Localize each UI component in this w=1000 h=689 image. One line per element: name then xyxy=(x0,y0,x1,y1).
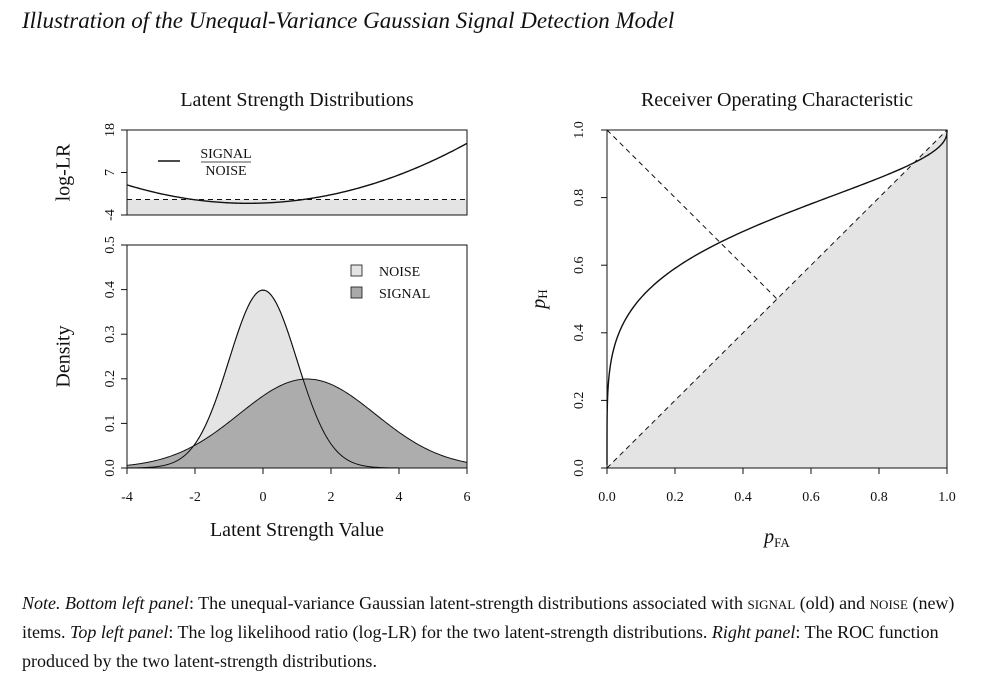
density-y-tick-label-4: 0.4 xyxy=(103,281,118,299)
loglr-y-tick-label-1: 7 xyxy=(103,169,118,176)
roc-x-tick-label-2: 0.4 xyxy=(734,490,752,505)
roc-x-tick-label-5: 1.0 xyxy=(938,490,956,505)
roc-y-axis-title-sub: H xyxy=(535,289,550,298)
density-legend-label-signal: SIGNAL xyxy=(379,287,430,302)
loglr-y-tick-label-2: 18 xyxy=(103,123,118,137)
note-bottom-left-label: Bottom left panel xyxy=(65,593,189,613)
roc-chance-diagonal xyxy=(606,129,948,469)
roc-y-tick-label-1: 0.2 xyxy=(572,392,587,410)
roc-minor-diagonal xyxy=(606,129,778,300)
note-top-left-label: Top left panel xyxy=(70,622,169,642)
density-x-tick-label-4: 4 xyxy=(396,490,403,505)
roc-x-axis-title-main: p xyxy=(762,526,774,548)
roc-x-tick-label-4: 0.8 xyxy=(870,490,888,505)
density-legend-label-noise: NOISE xyxy=(379,265,420,280)
roc-y-tick-label-0: 0.0 xyxy=(572,459,587,477)
density-x-tick-label-2: 0 xyxy=(260,490,267,505)
density-y-tick-label-5: 0.5 xyxy=(103,236,118,254)
roc-x-tick-label-0: 0.0 xyxy=(598,490,616,505)
density-y-axis-title: Density xyxy=(53,325,75,387)
figure-note: Note. Bottom left panel: The unequal-var… xyxy=(22,589,997,676)
note-signal-word: signal xyxy=(747,593,796,613)
loglr-y-axis-title: log-LR xyxy=(53,143,75,201)
note-noise-word: noise xyxy=(869,593,908,613)
roc-x-tick-label-3: 0.6 xyxy=(802,490,820,505)
note-top-left-text: : The log likelihood ratio (log-LR) for … xyxy=(168,622,712,642)
loglr-y-tick-label-0: -4 xyxy=(103,209,118,221)
loglr-curve xyxy=(126,142,468,205)
roc-x-axis-title-sub: FA xyxy=(774,535,790,550)
note-bottom-left-text-1: : The unequal-variance Gaussian latent-s… xyxy=(188,593,748,613)
roc-y-axis-title-main: p xyxy=(528,299,550,311)
loglr-shaded-region xyxy=(127,199,467,215)
signal-density-area xyxy=(126,378,468,469)
roc-y-tick-label-4: 0.8 xyxy=(572,189,587,207)
right-panel-title: Receiver Operating Characteristic xyxy=(641,89,913,111)
roc-y-tick-label-5: 1.0 xyxy=(572,121,587,139)
left-panel-title: Latent Strength Distributions xyxy=(180,89,414,111)
density-y-tick-label-0: 0.0 xyxy=(103,459,118,477)
note-bottom-left-text-3: (new) items. xyxy=(22,593,955,642)
roc-x-tick-label-1: 0.2 xyxy=(666,490,684,505)
roc-y-tick-label-2: 0.4 xyxy=(572,324,587,342)
density-x-tick-label-0: -4 xyxy=(121,490,133,505)
roc-frame xyxy=(606,129,948,469)
roc-x-axis-title: pFA xyxy=(762,526,790,550)
loglr-legend-noise: NOISE xyxy=(205,164,246,179)
density-x-tick-label-1: -2 xyxy=(189,490,201,505)
figure-canvas: -4 7 18 log-LR Latent Strength Distributions… xyxy=(53,89,956,550)
density-x-tick-label-5: 6 xyxy=(464,490,471,505)
density-y-tick-label-3: 0.3 xyxy=(103,325,118,343)
density-legend-swatch-noise xyxy=(350,264,363,277)
roc-y-tick-label-3: 0.6 xyxy=(572,256,587,274)
loglr-legend-signal: SIGNAL xyxy=(200,147,251,162)
density-x-tick-label-3: 2 xyxy=(328,490,335,505)
density-x-axis-title: Latent Strength Value xyxy=(210,519,384,541)
figure-title: Illustration of the Unequal-Variance Gau… xyxy=(22,8,675,33)
note-right-label: Right panel xyxy=(711,622,796,642)
roc-y-axis-title: pH xyxy=(528,289,550,310)
note-right-text: : The ROC function produced by the two l… xyxy=(22,622,939,671)
note-lead: Note. xyxy=(22,593,61,613)
note-bottom-left-text-2: (old) and xyxy=(795,593,870,613)
density-frame xyxy=(126,244,468,469)
density-y-tick-label-2: 0.2 xyxy=(103,370,118,388)
density-y-tick-label-1: 0.1 xyxy=(103,415,118,433)
density-legend-swatch-signal xyxy=(350,286,363,299)
